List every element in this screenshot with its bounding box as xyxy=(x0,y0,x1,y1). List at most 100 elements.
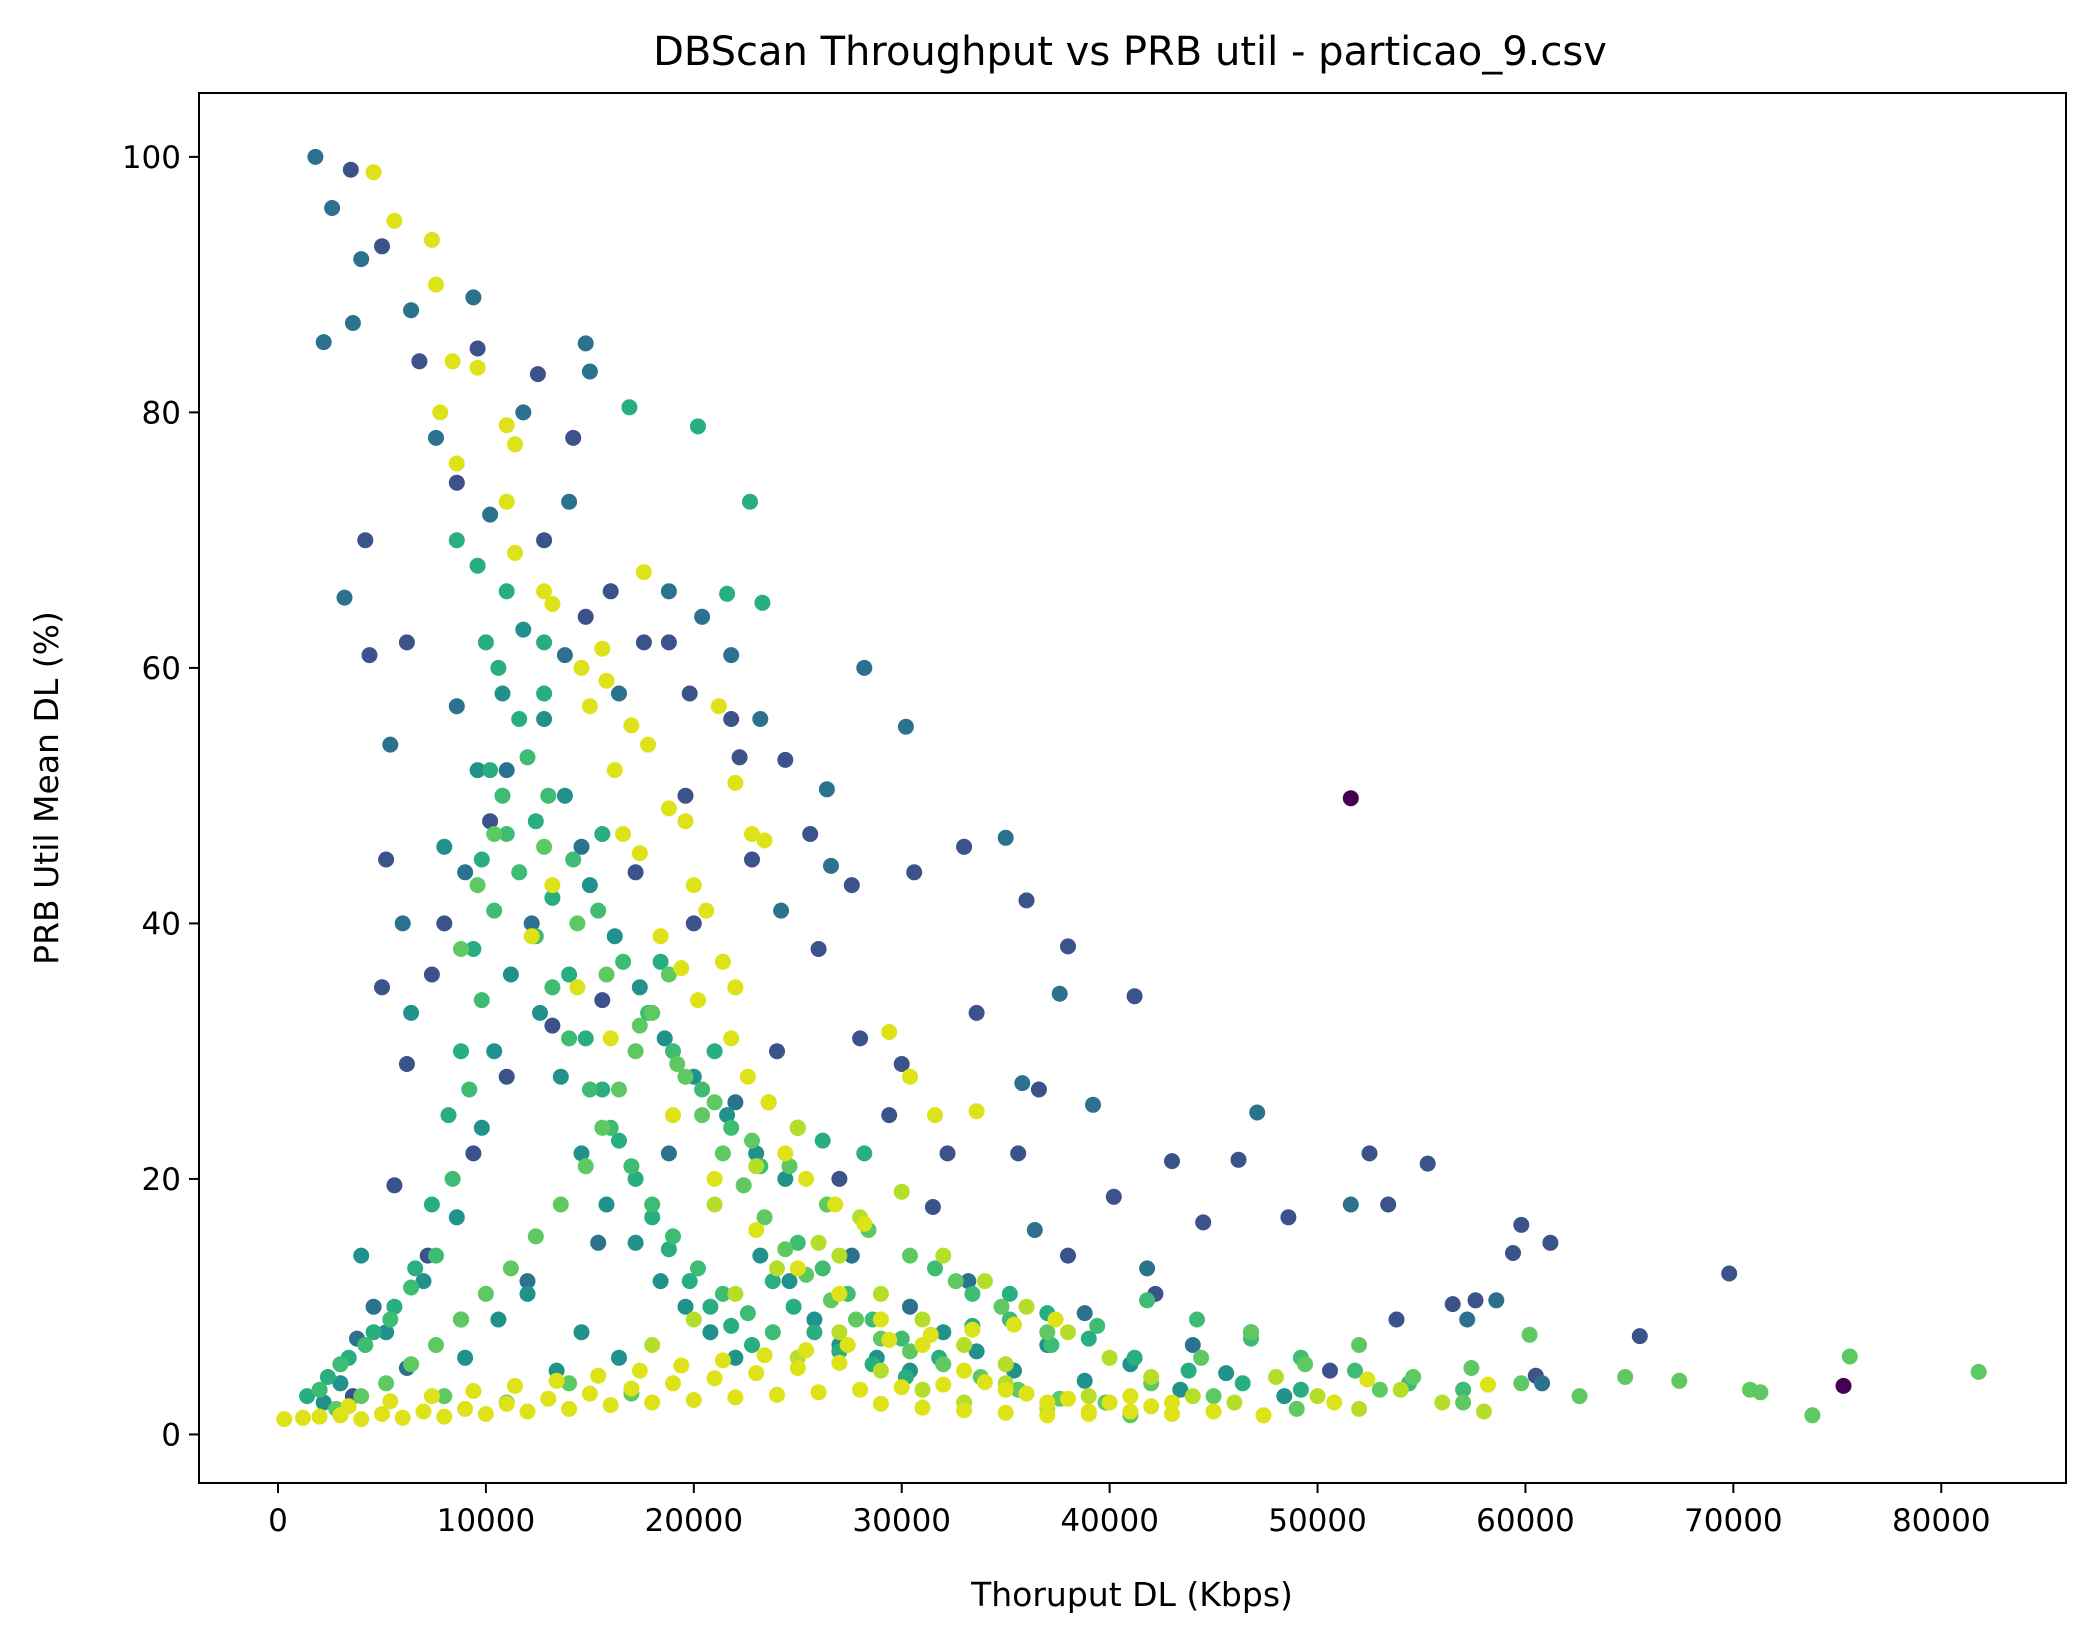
data-point xyxy=(482,813,499,830)
data-point xyxy=(581,363,598,380)
data-point xyxy=(602,1397,619,1414)
data-point xyxy=(590,902,607,919)
data-point xyxy=(1006,1316,1022,1333)
data-point xyxy=(690,418,706,435)
data-point xyxy=(1434,1394,1451,1411)
data-point xyxy=(1513,1375,1530,1392)
data-point xyxy=(660,634,677,651)
data-point xyxy=(386,1298,403,1315)
y-axis-label: PRB Util Mean DL (%) xyxy=(27,611,66,965)
x-tick-label: 40000 xyxy=(1060,1503,1159,1539)
data-point xyxy=(590,1234,607,1251)
data-point xyxy=(340,1398,357,1415)
data-point xyxy=(781,1273,798,1290)
data-point xyxy=(1752,1384,1769,1401)
data-point xyxy=(785,1298,802,1315)
data-point xyxy=(295,1409,311,1426)
data-point xyxy=(723,1317,740,1334)
data-point xyxy=(976,1374,993,1391)
data-point xyxy=(914,1399,931,1416)
data-point xyxy=(1205,1388,1222,1405)
data-point xyxy=(1342,790,1359,807)
data-point xyxy=(1841,1348,1858,1365)
data-point xyxy=(602,1030,619,1047)
data-point xyxy=(1076,1305,1093,1322)
data-point xyxy=(1043,1337,1060,1353)
data-point xyxy=(789,1360,806,1376)
data-point xyxy=(1463,1360,1480,1376)
data-point xyxy=(881,1024,898,1040)
data-point xyxy=(640,736,657,753)
data-point xyxy=(444,353,461,370)
data-point xyxy=(428,429,444,446)
data-point xyxy=(469,877,486,894)
data-point xyxy=(473,992,490,1009)
data-point xyxy=(498,826,515,842)
data-point xyxy=(598,966,615,983)
data-point xyxy=(573,838,590,855)
data-point xyxy=(1026,1222,1043,1238)
data-point xyxy=(598,672,615,689)
data-point xyxy=(577,335,594,352)
data-point xyxy=(856,1145,873,1162)
data-point xyxy=(606,928,623,945)
data-point xyxy=(685,1392,702,1408)
data-point xyxy=(694,1081,711,1098)
data-point xyxy=(627,1234,644,1251)
data-point xyxy=(1392,1381,1409,1398)
data-point xyxy=(1534,1375,1551,1392)
data-point xyxy=(581,1081,598,1098)
data-point xyxy=(573,1145,590,1162)
data-point xyxy=(423,231,440,248)
data-point xyxy=(1080,1330,1097,1347)
data-point xyxy=(469,557,486,574)
data-point xyxy=(1292,1381,1309,1398)
data-point xyxy=(735,1177,752,1194)
data-point xyxy=(627,1170,644,1187)
data-point xyxy=(727,1094,744,1111)
data-point xyxy=(1309,1388,1326,1405)
data-point xyxy=(1018,1298,1035,1315)
data-point xyxy=(872,1311,889,1328)
data-point xyxy=(739,1305,756,1322)
data-point xyxy=(660,1241,677,1258)
data-point xyxy=(353,1411,370,1428)
data-point xyxy=(752,1247,769,1264)
data-point xyxy=(748,1145,765,1162)
data-point xyxy=(1105,1188,1122,1205)
data-point xyxy=(756,1209,773,1226)
data-point xyxy=(336,589,353,606)
data-point xyxy=(1193,1349,1210,1366)
data-point xyxy=(769,1386,785,1403)
data-point xyxy=(677,813,694,830)
data-point xyxy=(922,1326,939,1343)
data-point xyxy=(660,800,677,817)
data-point xyxy=(1230,1151,1247,1168)
data-point xyxy=(365,1324,382,1341)
data-point xyxy=(428,1337,444,1353)
data-point xyxy=(681,685,698,702)
data-point xyxy=(374,979,390,996)
data-point xyxy=(299,1388,316,1405)
data-point xyxy=(453,1043,469,1060)
data-point xyxy=(1288,1400,1305,1417)
x-axis-label: Thoruput DL (Kbps) xyxy=(970,1575,1293,1614)
data-point xyxy=(1419,1155,1436,1172)
data-point xyxy=(594,826,611,842)
data-point xyxy=(935,1247,952,1264)
data-point xyxy=(332,1356,349,1373)
data-point xyxy=(1444,1296,1461,1313)
data-point xyxy=(623,1380,640,1397)
data-point xyxy=(806,1324,823,1341)
data-point xyxy=(723,647,740,664)
data-point xyxy=(423,966,440,983)
data-point xyxy=(881,1107,898,1124)
data-point xyxy=(1342,1196,1359,1213)
data-point xyxy=(843,877,860,894)
data-point xyxy=(652,953,669,970)
data-point xyxy=(378,1324,395,1341)
data-point xyxy=(947,1273,964,1290)
data-point xyxy=(519,749,536,766)
data-point xyxy=(769,1260,785,1277)
data-point xyxy=(1039,1394,1056,1411)
